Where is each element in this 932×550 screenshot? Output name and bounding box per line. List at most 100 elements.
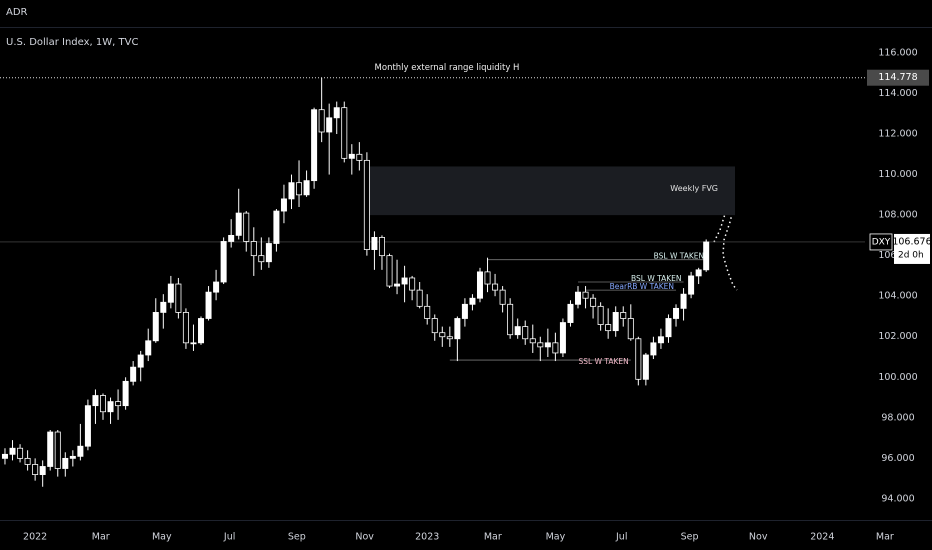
price-badge	[894, 233, 930, 264]
candle-body	[529, 338, 536, 344]
candle-body	[1, 453, 8, 459]
candle-body	[559, 322, 566, 354]
candle-body	[552, 342, 559, 354]
candle-body	[544, 342, 551, 348]
candle-body	[77, 445, 84, 457]
tab-label[interactable]: ADR	[6, 7, 28, 18]
candle-body	[303, 180, 310, 196]
x-tick-label: Jul	[223, 532, 235, 543]
candle-body	[250, 241, 257, 257]
candle-body	[205, 291, 212, 319]
y-tick-label: 116.000	[878, 47, 917, 58]
candle-body	[280, 198, 287, 212]
candle-body	[190, 342, 197, 345]
candle-body	[620, 312, 627, 319]
x-tick-label: Sep	[288, 532, 306, 543]
candle-body	[333, 107, 340, 119]
candle-body	[17, 447, 24, 459]
y-tick-label: 96.000	[881, 453, 914, 464]
candle-body	[401, 277, 408, 285]
candle-body	[446, 336, 453, 340]
candle-body	[590, 297, 597, 307]
candle-body	[522, 326, 529, 340]
candle-body	[439, 332, 446, 338]
candle-body	[182, 312, 189, 344]
y-tick-label: 108.000	[878, 210, 917, 221]
candle-body	[39, 466, 46, 475]
candle-body	[582, 291, 589, 299]
candle-body	[597, 305, 604, 325]
candle-body	[84, 405, 91, 447]
candle-body	[175, 283, 182, 313]
candle-body	[499, 289, 506, 305]
candle-body	[454, 318, 461, 340]
y-tick-label: 94.000	[881, 493, 914, 504]
candle-body	[492, 283, 499, 291]
candle-body	[152, 312, 159, 342]
candle-body	[198, 318, 205, 344]
candle-body	[665, 318, 672, 338]
fvg-zone	[368, 166, 735, 216]
level-label: BearRB W TAKEN	[610, 282, 674, 291]
x-tick-label: Jul	[615, 532, 627, 543]
candle-body	[657, 336, 664, 344]
candle-body	[363, 159, 370, 250]
candle-body	[469, 297, 476, 305]
candle-body	[484, 271, 491, 285]
candle-body	[688, 275, 695, 295]
y-tick-label: 102.000	[878, 331, 917, 342]
candle-body	[92, 395, 99, 407]
candle-body	[416, 289, 423, 307]
candle-body	[409, 277, 416, 291]
symbol-label: DXY	[872, 237, 891, 247]
candle-body	[213, 281, 220, 293]
x-tick-label: Mar	[876, 532, 894, 543]
chart-title: U.S. Dollar Index, 1W, TVC	[6, 37, 138, 48]
candle-body	[605, 324, 612, 332]
candle-body	[341, 107, 348, 159]
y-tick-label: 110.000	[878, 169, 917, 180]
candle-body	[24, 457, 31, 465]
candle-body	[9, 447, 16, 455]
candle-body	[378, 237, 385, 257]
x-tick-label: 2023	[415, 532, 439, 543]
y-tick-label: 104.000	[878, 291, 917, 302]
candle-body	[703, 241, 710, 271]
candle-body	[424, 305, 431, 319]
price-badge-label: 106.676	[892, 236, 931, 247]
candle-body	[650, 342, 657, 356]
candle-body	[228, 234, 235, 242]
candle-body	[680, 293, 687, 309]
candle-body	[32, 464, 39, 475]
candle-body	[507, 303, 514, 336]
x-tick-label: 2024	[810, 532, 834, 543]
candle-body	[130, 366, 137, 382]
candle-body	[673, 307, 680, 319]
candle-body	[394, 283, 401, 287]
candle-body	[115, 401, 122, 407]
candle-body	[431, 318, 438, 334]
x-tick-label: Nov	[355, 532, 374, 543]
y-tick-label: 98.000	[881, 412, 914, 423]
level-label: BSL W TAKEN	[654, 252, 705, 261]
candle-body	[348, 153, 355, 159]
candle-body	[220, 241, 227, 283]
candle-body	[243, 212, 250, 242]
candle-body	[627, 318, 634, 340]
x-tick-label: Nov	[749, 532, 768, 543]
level-label: SSL W TAKEN	[579, 357, 629, 366]
candle-body	[54, 431, 61, 469]
candle-body	[567, 303, 574, 323]
candle-body	[62, 457, 69, 469]
candle-body	[296, 182, 303, 196]
candle-body	[265, 243, 272, 263]
y-tick-label: 100.000	[878, 372, 917, 383]
fvg-label: Weekly FVG	[670, 184, 718, 193]
candle-body	[288, 182, 295, 200]
candle-body	[575, 291, 582, 305]
candle-body	[107, 401, 114, 413]
candle-body	[167, 283, 174, 303]
candle-body	[642, 354, 649, 380]
